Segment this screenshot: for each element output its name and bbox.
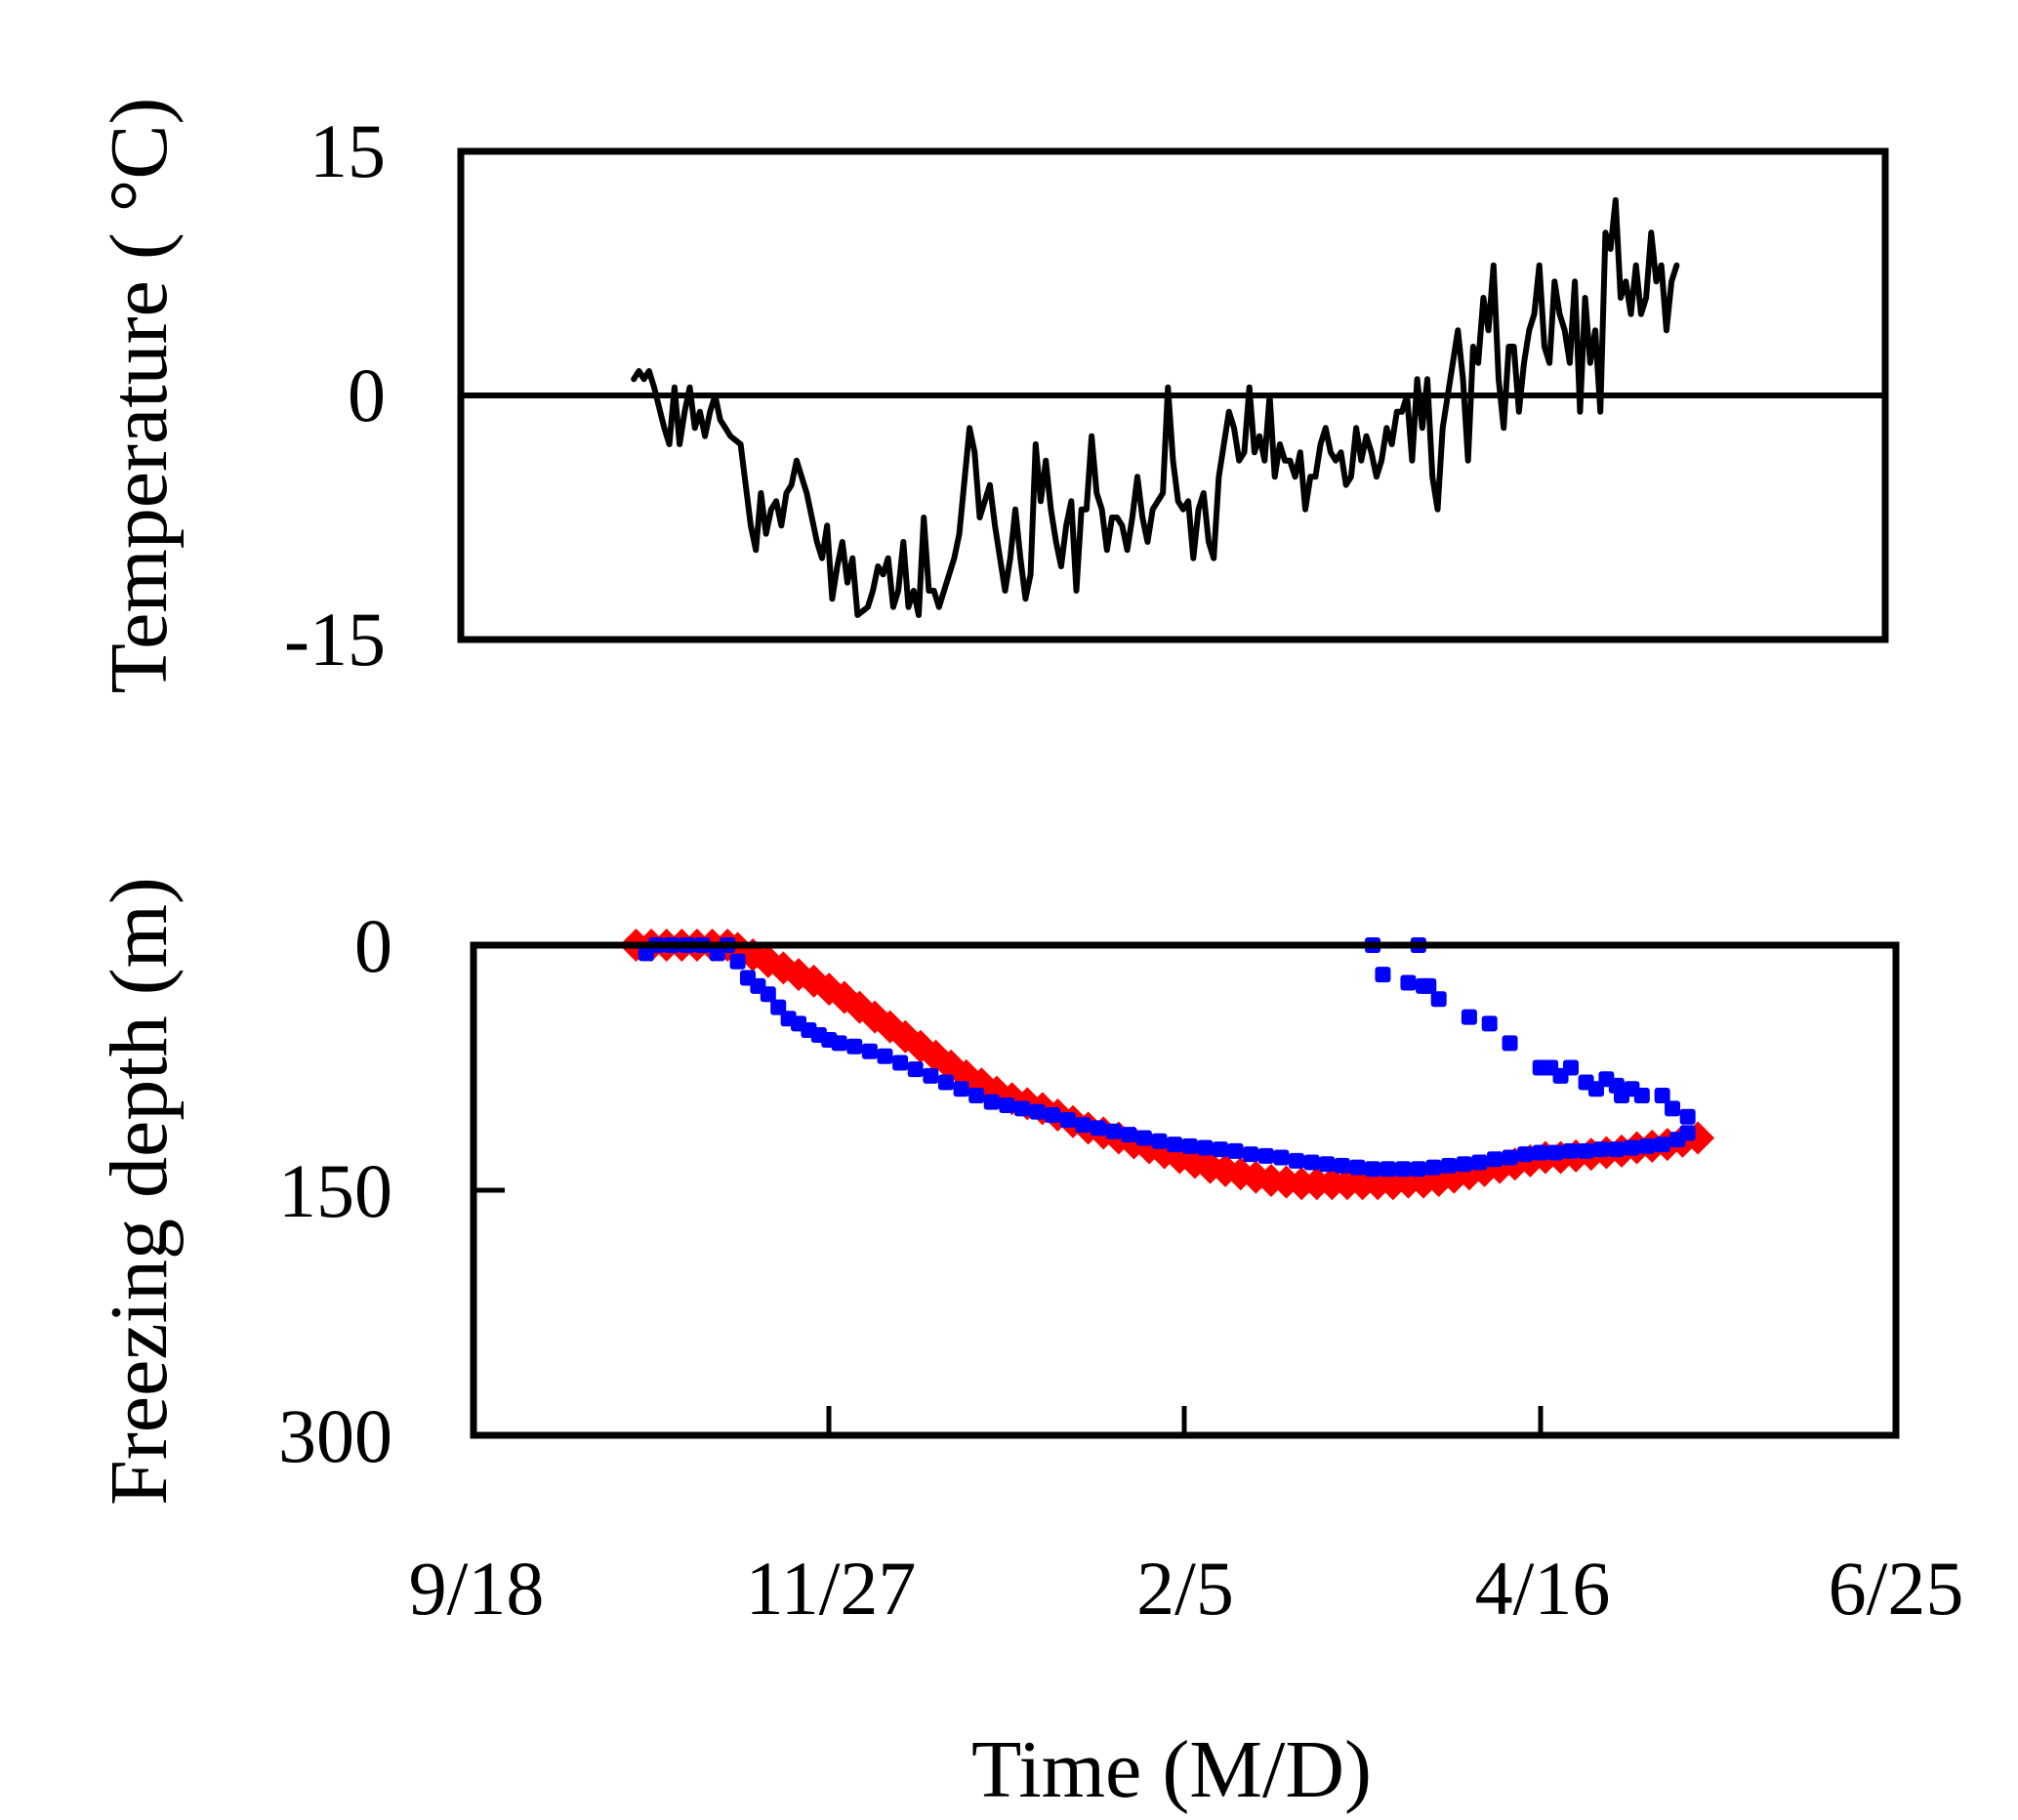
blue-square-marker (1679, 1108, 1696, 1125)
blue-square-marker (1547, 1144, 1564, 1161)
blue-square-marker (1665, 1100, 1681, 1117)
blue-square-marker (1029, 1103, 1046, 1120)
blue-square-marker (1502, 1149, 1518, 1166)
blue-square-marker (1227, 1142, 1244, 1159)
blue-square-marker (892, 1055, 909, 1071)
blue-square-marker (1273, 1149, 1290, 1166)
red-diamond-marker (812, 972, 846, 1007)
blue-square-marker (1654, 1087, 1670, 1103)
blue-square-marker (1400, 974, 1417, 991)
x-tick-label: 6/25 (1829, 1546, 1964, 1631)
depth-plot-frame (470, 941, 1900, 1439)
blue-square-marker (1059, 1112, 1076, 1129)
blue-square-marker (1365, 1161, 1381, 1178)
blue-square-marker (937, 1074, 954, 1091)
blue-square-marker (1151, 1133, 1168, 1149)
temperature-series-line (631, 197, 1680, 618)
blue-square-marker (1593, 1141, 1610, 1158)
blue-square-marker (1395, 1161, 1412, 1178)
temperature-y-axis-title: Temperature ( °C) (94, 98, 185, 694)
blue-square-marker (1410, 1161, 1426, 1178)
blue-square-marker (1517, 1146, 1534, 1163)
blue-square-marker (846, 1038, 863, 1055)
blue-square-marker (983, 1094, 1000, 1110)
temperature-y-tick-label: -15 (284, 597, 386, 682)
blue-square-marker (760, 986, 776, 1003)
blue-square-marker (877, 1048, 893, 1064)
blue-square-marker (1349, 1159, 1366, 1176)
blue-square-marker (1105, 1123, 1122, 1139)
temperature-panel: 15 0 -15 Temperature ( °C) (94, 98, 1889, 694)
blue-square-marker (1471, 1154, 1488, 1171)
blue-square-marker (1578, 1142, 1594, 1159)
x-tick-label: 4/16 (1475, 1546, 1611, 1631)
blue-square-marker (1167, 1137, 1183, 1153)
depth-y-tick-label: 300 (278, 1393, 392, 1478)
blue-square-marker (1608, 1141, 1625, 1158)
blue-square-marker (1456, 1156, 1472, 1173)
depth-y-axis-title: Freezing depth (m) (94, 877, 185, 1506)
blue-square-marker (1532, 1144, 1548, 1161)
blue-square-marker (1441, 1157, 1458, 1174)
blue-square-marker (907, 1061, 924, 1078)
blue-square-marker (1135, 1130, 1152, 1146)
blue-square-marker (1633, 1087, 1650, 1103)
blue-square-marker (1679, 1125, 1696, 1141)
blue-square-marker (1288, 1152, 1304, 1169)
blue-square-marker (1075, 1117, 1091, 1134)
blue-square-marker (953, 1081, 969, 1097)
blue-square-marker (1197, 1139, 1214, 1156)
x-axis-title: Time (M/D) (971, 1724, 1372, 1815)
blue-square-marker (1421, 977, 1437, 994)
blue-square-marker (1624, 1139, 1640, 1156)
blue-square-marker (1481, 1015, 1498, 1032)
blue-square-marker (1562, 1059, 1579, 1076)
blue-square-marker (1319, 1156, 1336, 1173)
blue-square-marker (770, 999, 787, 1015)
blue-square-marker (968, 1087, 985, 1103)
blue-square-marker (1380, 1161, 1396, 1178)
blue-square-marker (1502, 1035, 1518, 1052)
blue-square-marker (1045, 1107, 1061, 1124)
depth-y-tick-label: 150 (278, 1148, 392, 1233)
blue-square-marker (1486, 1151, 1503, 1168)
depth-markers-group (619, 929, 1715, 1201)
blue-square-marker (1654, 1137, 1670, 1153)
blue-square-marker (1639, 1138, 1656, 1154)
depth-y-tick-label: 0 (354, 903, 392, 988)
blue-square-marker (999, 1096, 1015, 1113)
blue-square-marker (923, 1067, 939, 1084)
blue-square-marker (1334, 1157, 1350, 1174)
blue-square-marker (1212, 1141, 1228, 1158)
blue-square-marker (1257, 1147, 1274, 1164)
blue-square-marker (1303, 1154, 1320, 1171)
blue-square-marker (1461, 1009, 1477, 1025)
blue-square-marker (1181, 1138, 1198, 1154)
temperature-y-tick-label: 0 (348, 352, 386, 437)
blue-square-marker (1375, 967, 1391, 983)
blue-square-marker (1243, 1146, 1259, 1163)
blue-square-marker (1430, 991, 1447, 1008)
x-tick-label: 2/5 (1136, 1546, 1234, 1631)
blue-square-marker (1091, 1120, 1107, 1137)
blue-square-marker (1562, 1142, 1579, 1159)
blue-square-marker (1425, 1159, 1442, 1176)
temperature-y-tick-label: 15 (309, 108, 386, 193)
x-tick-label: 11/27 (746, 1546, 917, 1631)
blue-square-marker (1121, 1127, 1137, 1143)
blue-square-marker (831, 1035, 847, 1052)
x-tick-label: 9/18 (409, 1546, 545, 1631)
blue-square-marker (729, 953, 746, 970)
freezing-depth-panel: 0 150 300 Freezing depth (m) 9/18 11/27 … (94, 877, 1963, 1815)
blue-square-marker (1013, 1100, 1030, 1117)
blue-square-marker (861, 1043, 878, 1059)
